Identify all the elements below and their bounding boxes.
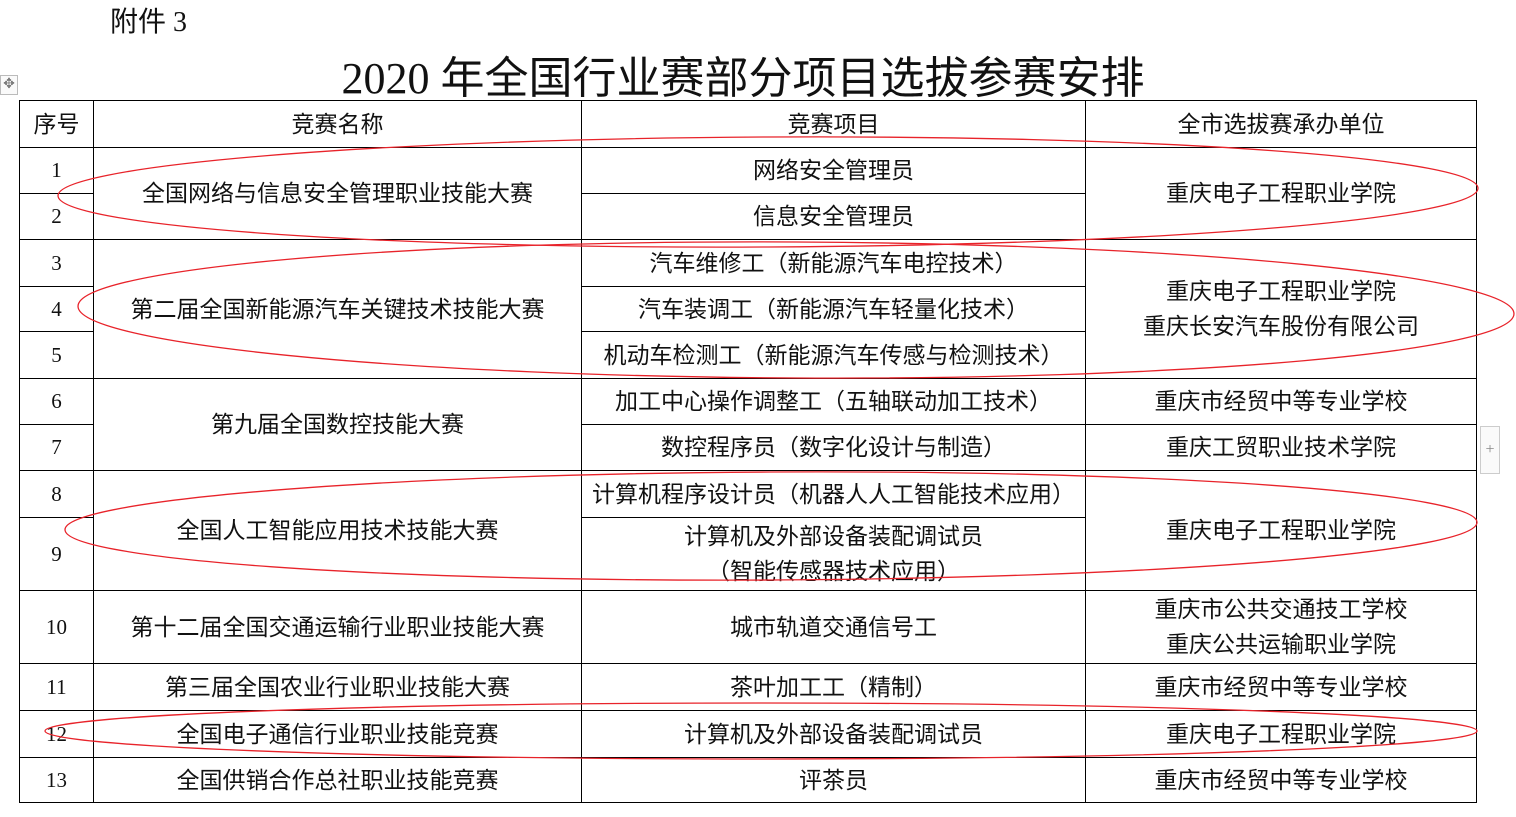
row-no: 2 bbox=[19, 193, 94, 240]
event-line: 计算机及外部设备装配调试员 bbox=[684, 524, 983, 549]
add-column-button[interactable]: + bbox=[1480, 426, 1500, 474]
table-row: 3 第二届全国新能源汽车关键技术技能大赛 汽车维修工（新能源汽车电控技术） 重庆… bbox=[19, 239, 1477, 379]
row-no: 10 bbox=[19, 590, 94, 664]
header-event: 竞赛项目 bbox=[581, 100, 1086, 148]
host-unit: 重庆市公共交通技工学校 重庆公共运输职业学院 bbox=[1085, 590, 1477, 664]
row-no: 3 bbox=[19, 239, 94, 287]
event-name: 城市轨道交通信号工 bbox=[581, 590, 1086, 664]
host-unit: 重庆市经贸中等专业学校 bbox=[1085, 757, 1477, 803]
event-name: 计算机程序设计员（机器人人工智能技术应用） bbox=[581, 470, 1086, 518]
event-name: 机动车检测工（新能源汽车传感与检测技术） bbox=[581, 331, 1086, 379]
event-name: 计算机及外部设备装配调试员 （智能传感器技术应用） bbox=[581, 517, 1086, 591]
event-name: 汽车维修工（新能源汽车电控技术） bbox=[581, 239, 1086, 287]
host-unit: 重庆电子工程职业学院 bbox=[1085, 470, 1477, 591]
competition-name: 第九届全国数控技能大赛 bbox=[93, 378, 582, 471]
table-row: 7 数控程序员（数字化设计与制造） 重庆工贸职业技术学院 bbox=[19, 424, 1477, 471]
table-row: 8 全国人工智能应用技术技能大赛 计算机程序设计员（机器人人工智能技术应用） 重… bbox=[19, 470, 1477, 591]
attachment-label: 附件 3 bbox=[110, 7, 188, 38]
table-row: 6 第九届全国数控技能大赛 加工中心操作调整工（五轴联动加工技术） 重庆市经贸中… bbox=[19, 378, 1477, 471]
competition-name: 第二届全国新能源汽车关键技术技能大赛 bbox=[93, 239, 582, 379]
event-name: 计算机及外部设备装配调试员 bbox=[581, 710, 1086, 758]
table-row: 11 第三届全国农业行业职业技能大赛 茶叶加工工（精制） 重庆市经贸中等专业学校 bbox=[19, 663, 1477, 711]
host-unit: 重庆工贸职业技术学院 bbox=[1085, 424, 1477, 471]
competition-name: 全国供销合作总社职业技能竞赛 bbox=[93, 757, 582, 803]
table-row: 10 第十二届全国交通运输行业职业技能大赛 城市轨道交通信号工 重庆市公共交通技… bbox=[19, 590, 1477, 664]
header-no: 序号 bbox=[19, 100, 94, 148]
competition-name: 全国人工智能应用技术技能大赛 bbox=[93, 470, 582, 591]
row-no: 13 bbox=[19, 757, 94, 803]
host-unit: 重庆市经贸中等专业学校 bbox=[1085, 663, 1477, 711]
event-line: （智能传感器技术应用） bbox=[707, 559, 960, 584]
competition-name: 全国电子通信行业职业技能竞赛 bbox=[93, 710, 582, 758]
selection-table: 序号 竞赛名称 竞赛项目 全市选拔赛承办单位 1 全国网络与信息安全管理职业技能… bbox=[19, 100, 1477, 803]
host-unit-line: 重庆公共运输职业学院 bbox=[1166, 632, 1396, 657]
table-header-row: 序号 竞赛名称 竞赛项目 全市选拔赛承办单位 bbox=[19, 100, 1477, 148]
row-no: 12 bbox=[19, 710, 94, 758]
host-unit: 重庆电子工程职业学院 bbox=[1085, 147, 1477, 240]
host-unit: 重庆电子工程职业学院 重庆长安汽车股份有限公司 bbox=[1085, 239, 1477, 379]
event-name: 汽车装调工（新能源汽车轻量化技术） bbox=[581, 286, 1086, 332]
row-no: 9 bbox=[19, 517, 94, 591]
header-host: 全市选拔赛承办单位 bbox=[1085, 100, 1477, 148]
host-unit-line: 重庆市公共交通技工学校 bbox=[1154, 597, 1408, 622]
competition-name: 第三届全国农业行业职业技能大赛 bbox=[93, 663, 582, 711]
event-name: 信息安全管理员 bbox=[581, 193, 1086, 240]
row-no: 4 bbox=[19, 286, 94, 332]
row-no: 1 bbox=[19, 147, 94, 194]
row-no: 6 bbox=[19, 378, 94, 425]
host-unit-line: 重庆长安汽车股份有限公司 bbox=[1143, 314, 1419, 339]
row-no: 5 bbox=[19, 331, 94, 379]
row-no: 8 bbox=[19, 470, 94, 518]
row-no: 11 bbox=[19, 663, 94, 711]
competition-name: 全国网络与信息安全管理职业技能大赛 bbox=[93, 147, 582, 240]
header-competition: 竞赛名称 bbox=[93, 100, 582, 148]
table-row: 1 全国网络与信息安全管理职业技能大赛 网络安全管理员 重庆电子工程职业学院 bbox=[19, 147, 1477, 240]
event-name: 评茶员 bbox=[581, 757, 1086, 803]
host-unit: 重庆市经贸中等专业学校 bbox=[1085, 378, 1477, 425]
table-row: 12 全国电子通信行业职业技能竞赛 计算机及外部设备装配调试员 重庆电子工程职业… bbox=[19, 710, 1477, 758]
host-unit-line: 重庆电子工程职业学院 bbox=[1166, 279, 1396, 304]
page-title: 2020 年全国行业赛部分项目选拔参赛安排 bbox=[341, 54, 1145, 103]
row-no: 7 bbox=[19, 424, 94, 471]
event-name: 加工中心操作调整工（五轴联动加工技术） bbox=[581, 378, 1086, 425]
host-unit: 重庆电子工程职业学院 bbox=[1085, 710, 1477, 758]
competition-name: 第十二届全国交通运输行业职业技能大赛 bbox=[93, 590, 582, 664]
event-name: 茶叶加工工（精制） bbox=[581, 663, 1086, 711]
table-row: 13 全国供销合作总社职业技能竞赛 评茶员 重庆市经贸中等专业学校 bbox=[19, 757, 1477, 803]
event-name: 数控程序员（数字化设计与制造） bbox=[581, 424, 1086, 471]
event-name: 网络安全管理员 bbox=[581, 147, 1086, 194]
table-move-handle-icon[interactable]: ✥ bbox=[0, 75, 18, 95]
